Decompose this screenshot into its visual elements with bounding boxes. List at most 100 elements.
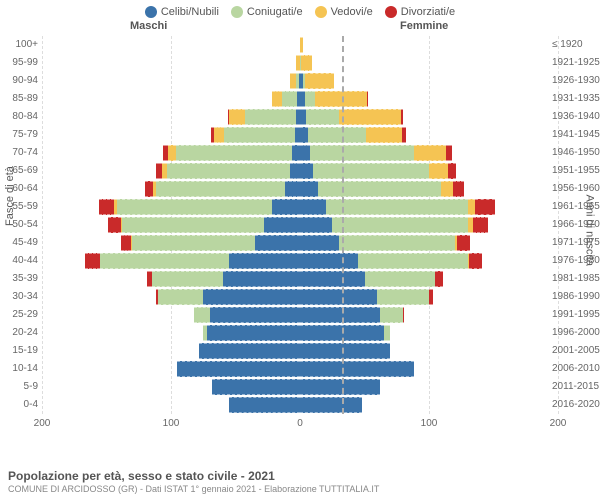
bar-female (300, 199, 495, 215)
age-label: 85-89 (0, 93, 38, 104)
bar-segment (380, 307, 403, 323)
bar-male (85, 253, 300, 269)
bar-segment (245, 109, 297, 125)
chart-title: Popolazione per età, sesso e stato civil… (8, 469, 592, 483)
age-row: 85-891931-1935 (42, 90, 558, 108)
bar-segment (301, 55, 311, 71)
bar-segment (300, 235, 339, 251)
year-label: 2001-2005 (552, 345, 600, 356)
bar-segment (117, 199, 272, 215)
legend-label: Divorziati/e (401, 6, 455, 18)
bar-segment (199, 343, 300, 359)
age-row: 60-641956-1960 (42, 180, 558, 198)
bar-segment (306, 109, 338, 125)
x-tick: 0 (297, 418, 303, 429)
bar-segment (339, 109, 401, 125)
year-label: 1951-1955 (552, 165, 600, 176)
bar-segment (207, 325, 300, 341)
legend-item: Vedovi/e (315, 6, 373, 18)
age-label: 30-34 (0, 291, 38, 302)
chart-subtitle: COMUNE DI ARCIDOSSO (GR) - Dati ISTAT 1°… (8, 484, 592, 494)
bar-segment (290, 163, 300, 179)
bar-segment (224, 127, 295, 143)
legend-label: Celibi/Nubili (161, 6, 219, 18)
bar-segment (305, 91, 315, 107)
year-label: 1961-1965 (552, 201, 600, 212)
bar-male (156, 163, 300, 179)
bar-segment (176, 145, 292, 161)
bar-segment (339, 235, 455, 251)
bar-segment (313, 163, 429, 179)
year-label: 2011-2015 (552, 381, 600, 392)
bar-male (272, 91, 300, 107)
year-label: 1926-1930 (552, 75, 600, 86)
bar-male (290, 73, 300, 89)
bar-segment (152, 271, 223, 287)
year-label: 1996-2000 (552, 327, 600, 338)
bar-segment (308, 127, 366, 143)
bar-segment (167, 163, 290, 179)
bar-segment (332, 217, 467, 233)
bar-segment (132, 235, 255, 251)
chart-rows: 100+≤ 192095-991921-192590-941926-193085… (42, 36, 558, 414)
bar-female (300, 91, 368, 107)
bar-segment (158, 289, 203, 305)
bar-male (199, 343, 300, 359)
legend-item: Divorziati/e (385, 6, 455, 18)
age-row: 40-441976-1980 (42, 252, 558, 270)
bar-female (300, 253, 482, 269)
bar-segment (264, 217, 300, 233)
bar-segment (214, 127, 224, 143)
bar-male (99, 199, 300, 215)
bar-segment (229, 397, 300, 413)
age-label: 35-39 (0, 273, 38, 284)
age-label: 80-84 (0, 111, 38, 122)
x-tick: 100 (163, 418, 180, 429)
age-row: 45-491971-1975 (42, 234, 558, 252)
age-row: 90-941926-1930 (42, 72, 558, 90)
age-row: 65-691951-1955 (42, 162, 558, 180)
age-row: 80-841936-1940 (42, 108, 558, 126)
year-label: 1986-1990 (552, 291, 600, 302)
age-label: 65-69 (0, 165, 38, 176)
year-label: 1981-1985 (552, 273, 600, 284)
age-label: 5-9 (0, 381, 38, 392)
age-row: 25-291991-1995 (42, 306, 558, 324)
bar-male (121, 235, 300, 251)
bar-segment (292, 145, 300, 161)
bar-male (163, 145, 300, 161)
footer: Popolazione per età, sesso e stato civil… (8, 469, 592, 494)
age-label: 70-74 (0, 147, 38, 158)
bar-segment (435, 271, 443, 287)
year-label: 1946-1950 (552, 147, 600, 158)
bar-segment (285, 181, 300, 197)
bar-male (147, 271, 300, 287)
bar-segment (122, 217, 264, 233)
age-row: 35-391981-1985 (42, 270, 558, 288)
bar-segment (194, 307, 209, 323)
bar-male (203, 325, 300, 341)
bar-female (300, 73, 334, 89)
bar-segment (365, 271, 436, 287)
bar-male (229, 397, 300, 413)
age-label: 50-54 (0, 219, 38, 230)
bar-male (177, 361, 300, 377)
bar-segment (468, 199, 476, 215)
age-label: 75-79 (0, 129, 38, 140)
legend-item: Coniugati/e (231, 6, 303, 18)
age-label: 0-4 (0, 399, 38, 410)
age-label: 90-94 (0, 75, 38, 86)
header-male: Maschi (130, 20, 167, 32)
age-label: 45-49 (0, 237, 38, 248)
year-label: 1931-1935 (552, 93, 600, 104)
bar-segment (300, 379, 380, 395)
x-tick: 200 (550, 418, 567, 429)
legend-item: Celibi/Nubili (145, 6, 219, 18)
bar-female (300, 55, 312, 71)
bar-segment (300, 37, 303, 53)
bar-segment (403, 307, 404, 323)
header-female: Femmine (400, 20, 448, 32)
bar-segment (300, 217, 332, 233)
age-label: 40-44 (0, 255, 38, 266)
year-label: 2006-2010 (552, 363, 600, 374)
